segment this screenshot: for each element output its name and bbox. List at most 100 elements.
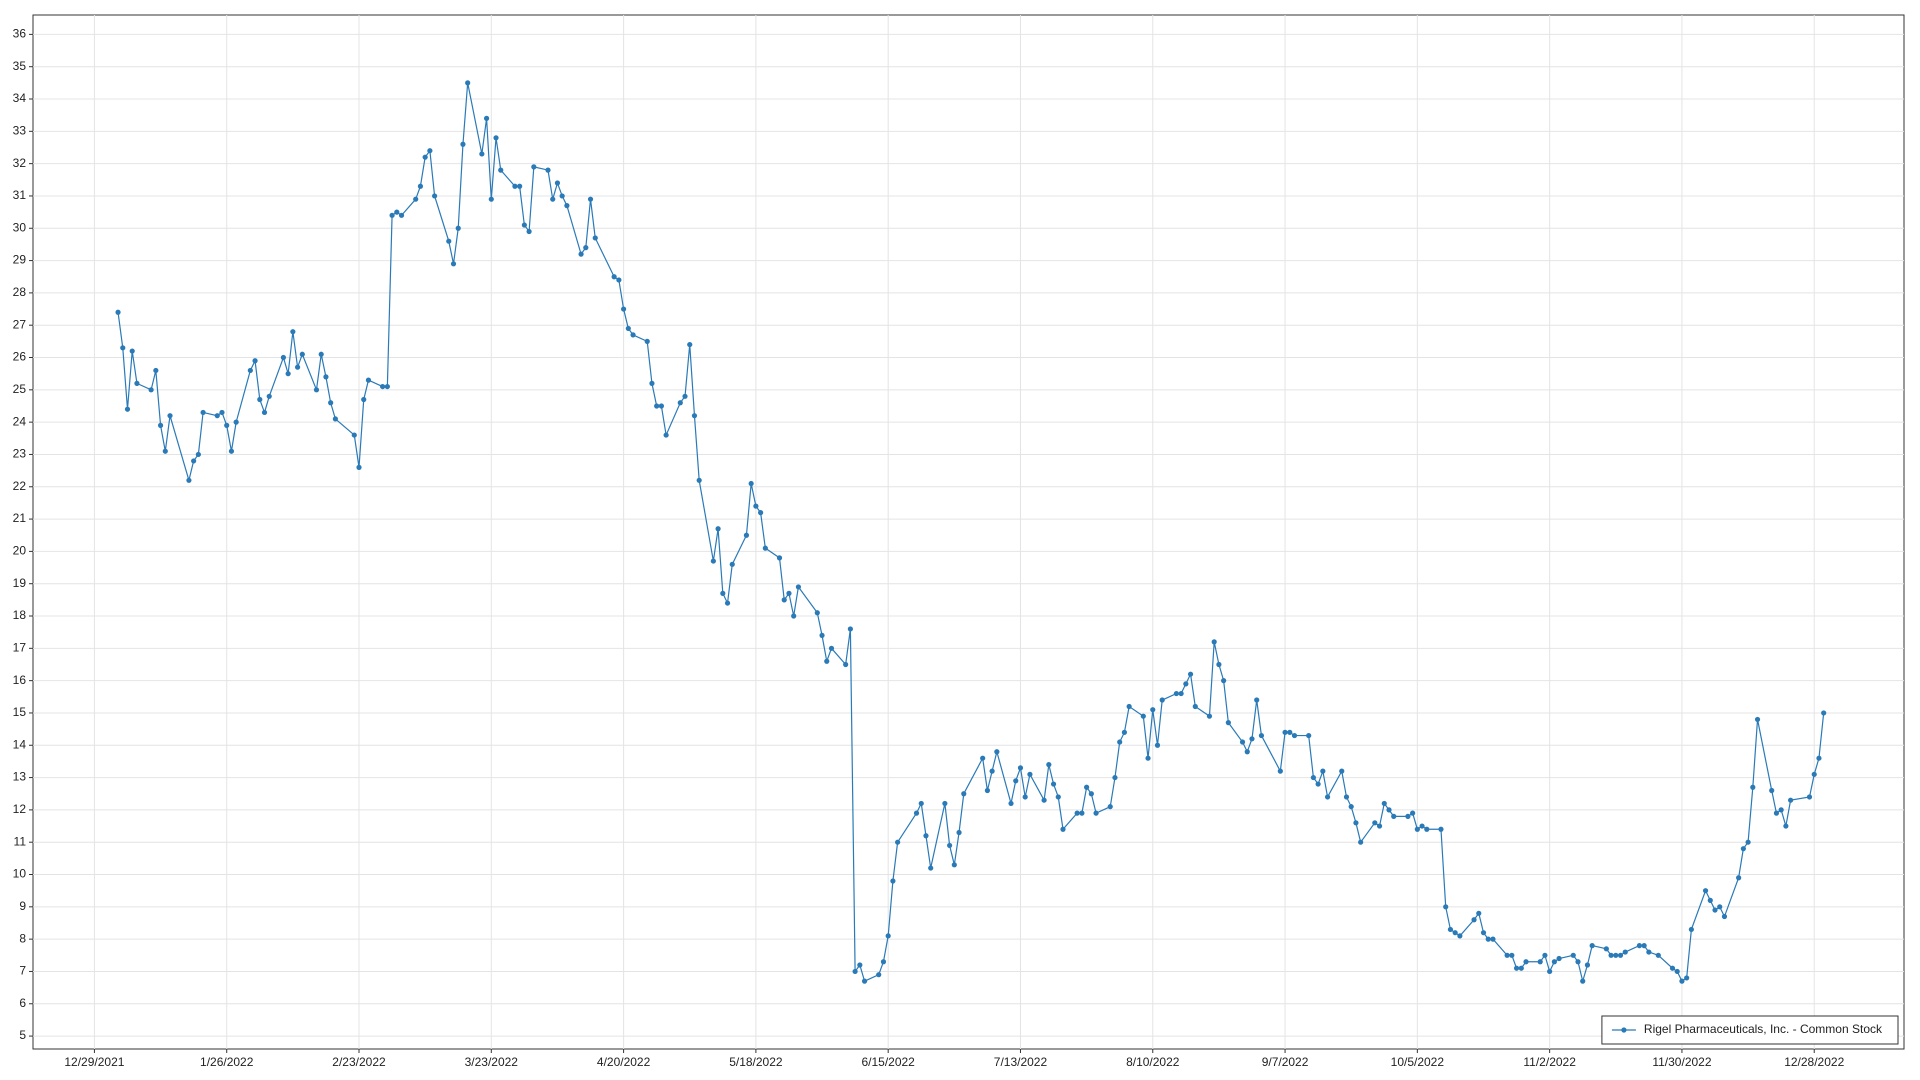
data-point: [1636, 943, 1643, 949]
data-point: [157, 422, 164, 428]
data-point: [956, 829, 962, 836]
data-point: [961, 791, 967, 797]
data-point: [389, 212, 395, 218]
data-point: [479, 151, 485, 157]
data-point: [852, 968, 858, 975]
x-tick-label: 2/23/2022: [332, 1055, 386, 1069]
y-tick-label: 23: [13, 447, 27, 461]
data-point: [687, 341, 693, 348]
data-point: [814, 610, 820, 616]
data-point: [1150, 707, 1156, 713]
x-tick-label: 6/15/2022: [861, 1055, 915, 1069]
data-point: [1721, 913, 1728, 920]
y-tick-label: 17: [13, 640, 27, 654]
data-point: [1041, 797, 1047, 803]
y-tick-label: 16: [13, 673, 27, 687]
data-point: [729, 561, 735, 567]
data-point: [1523, 959, 1529, 965]
x-tick-label: 1/26/2022: [200, 1055, 254, 1069]
x-tick-label: 9/7/2022: [1262, 1055, 1309, 1069]
data-point: [257, 396, 263, 403]
data-point: [1410, 810, 1416, 816]
data-point: [162, 448, 168, 454]
data-point: [167, 413, 173, 419]
data-point: [1679, 978, 1685, 984]
data-point: [1107, 804, 1113, 810]
data-point: [819, 632, 825, 639]
data-point: [1736, 875, 1742, 881]
data-point: [1740, 846, 1746, 852]
data-point: [947, 842, 953, 849]
data-point: [984, 787, 990, 794]
data-point: [432, 193, 438, 199]
data-point: [847, 626, 853, 632]
data-point: [1447, 926, 1454, 933]
y-tick-label: 8: [19, 931, 26, 945]
data-point: [1391, 813, 1397, 819]
y-tick-label: 31: [13, 188, 27, 202]
data-point: [1684, 975, 1690, 981]
data-point: [1480, 930, 1487, 936]
data-point: [758, 510, 764, 516]
data-point: [294, 364, 301, 370]
data-point: [1050, 781, 1057, 787]
data-point: [1457, 933, 1463, 939]
data-point: [918, 800, 924, 807]
x-tick-label: 3/23/2022: [465, 1055, 519, 1069]
data-point: [413, 196, 419, 202]
data-point: [1372, 820, 1378, 826]
data-point: [554, 180, 561, 186]
legend: Rigel Pharmaceuticals, Inc. - Common Sto…: [1601, 1015, 1899, 1045]
data-point: [994, 749, 1000, 755]
data-point: [1641, 943, 1647, 949]
data-point: [1622, 949, 1628, 955]
data-point: [616, 277, 622, 283]
data-point: [1343, 794, 1350, 800]
data-point: [795, 584, 802, 590]
y-tick-label: 26: [13, 350, 27, 364]
data-point: [1608, 952, 1614, 958]
x-tick-label: 11/30/2022: [1652, 1055, 1711, 1069]
y-tick-label: 6: [19, 996, 26, 1010]
data-point: [1022, 794, 1028, 800]
data-point: [1027, 771, 1033, 777]
data-point: [394, 209, 400, 215]
data-point: [195, 451, 201, 458]
data-point: [455, 225, 461, 231]
data-point: [1060, 826, 1066, 832]
series-line: [117, 82, 1825, 984]
data-point: [1126, 703, 1132, 710]
data-point: [285, 371, 291, 377]
data-point: [1603, 946, 1609, 952]
data-point: [1551, 959, 1557, 965]
y-tick-label: 12: [13, 802, 27, 816]
data-point: [1381, 800, 1387, 807]
data-point: [951, 862, 957, 868]
data-point: [1769, 787, 1775, 794]
data-point: [1386, 807, 1392, 813]
data-point: [710, 558, 716, 564]
data-point: [261, 409, 268, 416]
data-point: [559, 193, 565, 199]
x-tick-label: 12/28/2022: [1784, 1055, 1844, 1069]
data-point: [526, 228, 532, 235]
data-point: [762, 545, 768, 551]
data-point: [923, 833, 929, 839]
data-point: [465, 80, 471, 86]
data-point: [578, 251, 584, 257]
y-tick-label: 11: [14, 834, 27, 848]
data-point: [512, 183, 518, 189]
data-point: [1490, 936, 1496, 942]
data-point: [861, 978, 868, 984]
data-point: [1079, 810, 1085, 816]
data-point: [120, 345, 126, 351]
data-point: [493, 135, 499, 141]
data-point: [460, 141, 466, 147]
data-point: [611, 274, 617, 280]
x-tick-label: 5/18/2022: [729, 1055, 783, 1069]
data-point: [446, 238, 452, 244]
data-point: [186, 477, 192, 483]
data-point: [1206, 713, 1213, 719]
data-point: [1339, 768, 1345, 774]
data-point: [1017, 765, 1024, 771]
